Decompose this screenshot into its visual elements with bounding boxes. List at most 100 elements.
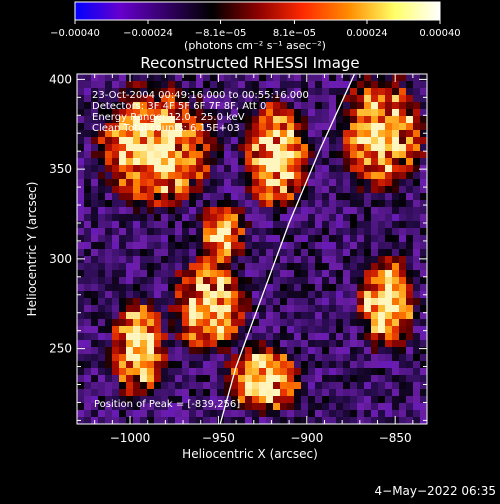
heatmap-cell [350,200,358,208]
heatmap-cell [224,382,232,390]
heatmap-cell [203,319,211,327]
heatmap-cell [273,417,281,424]
heatmap-cell [91,305,99,313]
heatmap-cell [168,123,176,131]
heatmap-cell [112,354,120,362]
heatmap-cell [399,88,407,96]
heatmap-cell [357,74,365,82]
heatmap-cell [154,410,162,418]
heatmap-cell [224,291,232,299]
heatmap-cell [245,333,253,341]
heatmap-cell [238,207,246,215]
colorbar-tick-label: 0.00024 [346,28,387,39]
heatmap-cell [273,137,281,145]
heatmap-cell [91,361,99,369]
heatmap-cell [210,151,218,159]
heatmap-cell [364,130,372,138]
heatmap-cell [315,137,323,145]
heatmap-cell [294,95,302,103]
heatmap-cell [84,116,92,124]
heatmap-cell [217,347,225,355]
heatmap-cell [133,326,141,334]
heatmap-cell [105,81,113,89]
heatmap-cell [294,81,302,89]
heatmap-cell [392,417,400,424]
heatmap-cell [336,375,344,383]
heatmap-cell [301,200,309,208]
heatmap-cell [301,312,309,320]
heatmap-cell [140,368,148,376]
heatmap-cell [399,284,407,292]
heatmap-cell [357,200,365,208]
heatmap-cell [154,396,162,404]
heatmap-cell [371,312,379,320]
heatmap-cell [119,137,127,145]
heatmap-cell [357,109,365,117]
heatmap-cell [133,375,141,383]
heatmap-cell [301,179,309,187]
heatmap-cell [245,193,253,201]
heatmap-cell [371,340,379,348]
heatmap-cell [378,123,386,131]
heatmap-cell [350,95,358,103]
heatmap-cell [392,116,400,124]
heatmap-cell [147,291,155,299]
heatmap-cell [294,340,302,348]
heatmap-cell [161,235,169,243]
heatmap-cell [392,242,400,250]
heatmap-cell [154,109,162,117]
heatmap-cell [84,256,92,264]
heatmap-cell [126,305,134,313]
heatmap-cell [259,179,267,187]
heatmap-cell [161,417,169,424]
heatmap-cell [245,312,253,320]
heatmap-cell [315,347,323,355]
heatmap-cell [413,382,421,390]
heatmap-cell [364,312,372,320]
heatmap-cell [196,347,204,355]
heatmap-cell [161,277,169,285]
heatmap-cell [126,277,134,285]
heatmap-cell [371,130,379,138]
heatmap-cell [259,165,267,173]
heatmap-cell [238,158,246,166]
heatmap-cell [308,221,316,229]
heatmap-cell [196,179,204,187]
peak-position-label: Position of Peak = [-839,256] [94,399,240,410]
heatmap-cell [203,389,211,397]
heatmap-cell [119,270,127,278]
heatmap-cell [406,130,414,138]
heatmap-cell [161,81,169,89]
heatmap-cell [308,172,316,180]
heatmap-cell [329,200,337,208]
heatmap-cell [210,137,218,145]
heatmap-cell [364,319,372,327]
heatmap-cell [112,249,120,257]
heatmap-cell [84,207,92,215]
heatmap-cell [161,403,169,411]
heatmap-cell [238,368,246,376]
heatmap-cell [280,221,288,229]
heatmap-cell [336,95,344,103]
heatmap-cell [154,137,162,145]
heatmap-cell [413,214,421,222]
heatmap-cell [322,116,330,124]
heatmap-cell [420,102,427,110]
heatmap-cell [147,228,155,236]
heatmap-cell [105,200,113,208]
heatmap-cell [168,116,176,124]
heatmap-cell [126,165,134,173]
heatmap-cell [280,158,288,166]
heatmap-cell [203,403,211,411]
heatmap-cell [140,347,148,355]
heatmap-cell [259,123,267,131]
heatmap-cell [336,410,344,418]
heatmap-cell [357,263,365,271]
heatmap-cell [371,410,379,418]
heatmap-cell [105,165,113,173]
heatmap-cell [315,74,323,82]
heatmap-cell [161,193,169,201]
heatmap-cell [301,207,309,215]
heatmap-cell [84,361,92,369]
heatmap-cell [112,102,120,110]
